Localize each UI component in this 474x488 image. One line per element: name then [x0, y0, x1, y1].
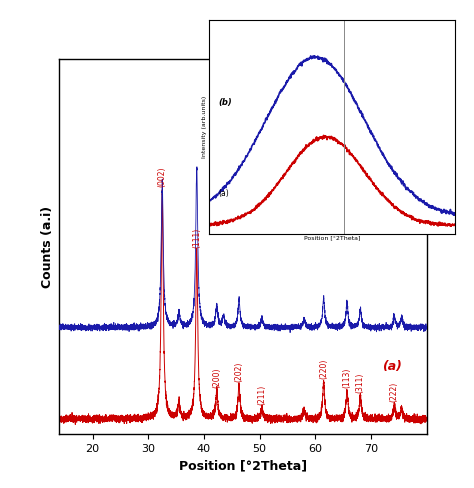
Text: (202): (202) [235, 362, 244, 383]
Text: (111): (111) [192, 228, 201, 248]
Text: (200): (200) [212, 368, 221, 388]
Text: (b): (b) [219, 99, 232, 107]
X-axis label: Position [°2Theta]: Position [°2Theta] [179, 460, 307, 472]
Text: (222): (222) [390, 382, 399, 402]
Text: (a): (a) [219, 188, 229, 198]
Text: (002): (002) [158, 166, 167, 187]
Text: (220): (220) [319, 359, 328, 379]
Text: (211): (211) [257, 385, 266, 406]
Y-axis label: Counts (a.i): Counts (a.i) [41, 205, 54, 287]
Text: (311): (311) [356, 373, 365, 393]
Y-axis label: Intensity (arb.units): Intensity (arb.units) [202, 96, 207, 158]
Text: (113): (113) [343, 368, 352, 388]
Text: (b): (b) [399, 68, 418, 78]
X-axis label: Position [°2Theta]: Position [°2Theta] [303, 236, 360, 241]
Text: (a): (a) [382, 360, 402, 373]
